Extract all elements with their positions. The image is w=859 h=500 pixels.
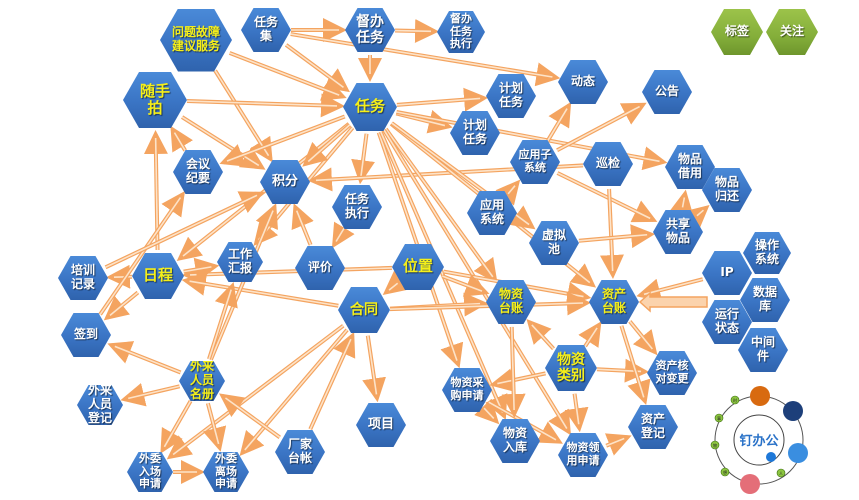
arrow-xuni-to-gongxiang [578, 224, 656, 249]
node-renwu[interactable]: 任务 [343, 83, 397, 131]
arrow-wuzileibie-to-lingyong [564, 393, 589, 433]
node-biaoqian[interactable]: 标签 [711, 9, 763, 55]
node-peixun[interactable]: 培训 记录 [58, 256, 108, 300]
arrow-yingyong-to-yingyongzi [495, 179, 521, 206]
arrow-mingce-to-huibao [207, 282, 238, 360]
arrow-wuzileibie-to-hedui [596, 358, 650, 383]
arrow-renwuexec-to-pingjia [331, 221, 355, 249]
node-wenti[interactable]: 问题故障 建议服务 [160, 8, 232, 72]
arrow-wuzitaizhang-to-ruku [501, 326, 526, 419]
arrow-hetong-to-richeng [181, 271, 339, 308]
arrow-gongxiang-to-guihuan [683, 204, 710, 230]
arrow-zichantaizhang-to-hedui [628, 320, 658, 356]
arrow-zichantaizhang-to-zichandengji [619, 325, 651, 406]
arrow-renwuji-to-dongtai [290, 32, 561, 87]
node-xiangmu[interactable]: 项目 [356, 403, 406, 447]
arrow-huiyi-to-suishoupai [170, 125, 193, 153]
node-pingjia[interactable]: 评价 [295, 246, 345, 290]
arrow-wuzileibie-to-caigou [489, 368, 546, 393]
arrow-hetong-to-lichang [239, 328, 349, 457]
node-guanzhu[interactable]: 关注 [766, 9, 818, 55]
arrow-peixun-to-jifen [104, 191, 265, 270]
arrow-hetong-to-xiangmu [362, 335, 386, 403]
arrow-suishoupai-to-renwu [186, 93, 346, 118]
arrow-mingce-to-qiandao [107, 341, 182, 375]
arrow-yingyongzi-to-gongxiang [556, 171, 658, 223]
logo-text: 钉办公 [739, 433, 778, 449]
arrow-mingce-to-dengji [120, 383, 181, 407]
node-wuzileibie[interactable]: 物资 类别 [545, 345, 597, 391]
node-changjia[interactable]: 厂家 台帐 [275, 430, 325, 474]
arrow-renwu-to-jihua2 [395, 110, 453, 134]
arrow-weizhi-to-richeng [181, 262, 393, 287]
node-yingyong[interactable]: 应用 系统 [467, 191, 517, 235]
large-arrow-ip-group-to-asset-ledger [638, 291, 708, 313]
arrow-renwu-to-huiyi [219, 114, 346, 167]
node-duban[interactable]: 督办 任务 [345, 8, 395, 52]
arrow-renwu-to-jifen [302, 123, 352, 167]
arrow-richeng-to-huibao [183, 257, 220, 282]
arrow-wuzileibie-to-zichantaizhang [578, 321, 602, 348]
arrow-qiandao-to-huiyi [98, 190, 185, 316]
arrow-mingce-to-ruchang [160, 399, 193, 454]
svg-text:物: 物 [713, 442, 717, 448]
arrow-renwu-to-ruku [378, 130, 508, 420]
arrow-renwu-to-renwuexec [351, 133, 375, 185]
arrow-wuzileibie-to-wuzitaizhang [526, 319, 555, 351]
dingbangong-logo: 钉办公 时事 物想 人 [710, 386, 808, 494]
arrow-renwu-to-jihua1 [396, 87, 489, 112]
svg-text:人: 人 [779, 471, 783, 476]
arrow-richeng-to-qiandao [103, 290, 140, 321]
arrow-lingyong-to-zichandengji [604, 433, 632, 456]
node-suishoupai[interactable]: 随手 拍 [123, 72, 187, 128]
arrow-richeng-to-peixun [105, 264, 133, 289]
arrow-yingyongzi-to-dongtai [546, 101, 572, 142]
arrow-renwu-to-wuzitaizhang [384, 127, 498, 284]
arrow-changjia-to-mingce [219, 393, 281, 439]
arrow-yingyongzi-to-gonggao [556, 102, 647, 153]
arrow-changjia-to-hetong [308, 331, 356, 431]
arrow-renwuji-to-renwu [284, 43, 350, 93]
arrow-hetong-to-ruchang [166, 324, 345, 460]
arrow-weizhi-to-wuzitaizhang [441, 274, 490, 297]
arrow-wenti-to-renwu [228, 51, 347, 101]
node-renwuexec[interactable]: 任务 执行 [332, 185, 382, 229]
svg-text:事: 事 [717, 415, 721, 421]
node-caozuo[interactable]: 操作 系统 [743, 232, 791, 274]
arrow-wenti-to-jifen [213, 69, 273, 163]
arrow-gongxiang-to-jieyong [669, 189, 694, 216]
arrow-pingjia-to-jifen [291, 203, 314, 246]
node-qiandao[interactable]: 签到 [61, 313, 111, 357]
arrow-xunjian-to-zichantaizhang [599, 188, 624, 280]
node-caigou[interactable]: 物资采 购申请 [442, 368, 492, 412]
svg-text:想: 想 [723, 469, 727, 475]
svg-text:时: 时 [733, 397, 737, 403]
arrow-duban-to-dubanexec [394, 18, 440, 43]
arrow-mingce-to-lichang [202, 402, 227, 452]
arrow-caigou-to-ruku [474, 398, 500, 425]
node-jifen[interactable]: 积分 [260, 160, 310, 204]
arrow-weizhi-to-hetong [382, 270, 410, 296]
node-dubanexec[interactable]: 督办 任务 执行 [437, 11, 485, 53]
node-jihua2[interactable]: 计划 任务 [450, 111, 500, 155]
arrow-mingce-to-jifen [209, 203, 278, 361]
